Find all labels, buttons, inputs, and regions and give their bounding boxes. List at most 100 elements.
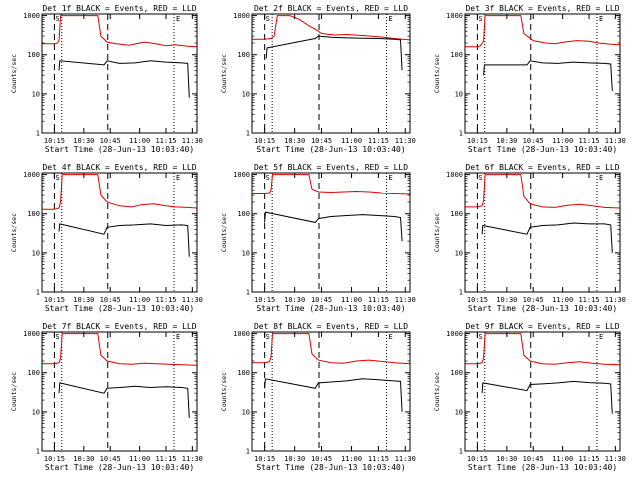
x-axis-label: Start Time (28-Jun-13 10:03:40)	[468, 463, 617, 472]
y-axis-label: Counts/sec	[220, 372, 228, 411]
series-lld	[42, 15, 197, 48]
x-tick-label: 10:15	[44, 296, 65, 304]
x-tick-label: 10:45	[311, 137, 332, 145]
start-label: S	[478, 333, 482, 341]
y-tick-label: 1000	[446, 330, 463, 338]
x-tick-label: 10:45	[523, 455, 544, 463]
x-tick-label: 11:15	[155, 455, 176, 463]
y-tick-label: 1000	[233, 12, 250, 20]
series-events	[483, 60, 613, 91]
x-tick-label: 10:45	[100, 455, 121, 463]
y-tick-label: 1	[459, 448, 463, 456]
y-axis-label: Counts/sec	[10, 213, 18, 252]
series-lld	[42, 174, 197, 210]
chart-panel-1: Det 1f BLACK = Events, RED = LLD S E 1 10 100…	[10, 4, 203, 154]
start-label: S	[55, 15, 59, 23]
x-tick-label: 10:15	[44, 137, 65, 145]
chart-panel-9: Det 9f BLACK = Events, RED = LLD S E 1 10 100…	[433, 322, 626, 472]
x-tick-label: 11:00	[129, 455, 150, 463]
x-tick-label: 11:00	[552, 296, 573, 304]
x-tick-label: 11:30	[605, 137, 626, 145]
y-tick-label: 100	[237, 369, 250, 377]
plot-frame	[464, 172, 621, 293]
x-axis-label: Start Time (28-Jun-13 10:03:40)	[45, 145, 194, 154]
start-label: S	[55, 174, 59, 182]
y-axis-label: Counts/sec	[433, 213, 441, 252]
chart-title: Det 3f BLACK = Events, RED = LLD	[465, 4, 619, 13]
y-tick-label: 100	[237, 51, 250, 59]
x-tick-label: 10:15	[254, 455, 275, 463]
end-label: E	[176, 174, 180, 182]
start-label: S	[266, 15, 270, 23]
x-tick-label: 11:30	[395, 455, 416, 463]
y-tick-label: 10	[455, 90, 463, 98]
x-tick-label: 11:15	[368, 137, 389, 145]
x-axis-label: Start Time (28-Jun-13 10:03:40)	[256, 304, 405, 313]
chart-title: Det 2f BLACK = Events, RED = LLD	[254, 4, 408, 13]
chart-title: Det 9f BLACK = Events, RED = LLD	[465, 322, 619, 331]
chart-panel-3: Det 3f BLACK = Events, RED = LLD S E 1 10 100…	[433, 4, 626, 154]
x-tick-label: 11:30	[182, 137, 203, 145]
series-lld	[252, 333, 410, 365]
x-tick-label: 11:15	[155, 296, 176, 304]
x-tick-label: 11:30	[605, 296, 626, 304]
x-tick-label: 11:15	[578, 455, 599, 463]
x-tick-label: 11:15	[578, 296, 599, 304]
y-tick-label: 1	[36, 289, 40, 297]
series-events	[481, 380, 613, 414]
y-tick-label: 10	[32, 249, 40, 257]
series-lld	[465, 15, 620, 48]
y-axis-label: Counts/sec	[433, 372, 441, 411]
x-tick-label: 11:00	[341, 296, 362, 304]
chart-panel-5: Det 5f BLACK = Events, RED = LLD S E 1 10 100…	[220, 163, 416, 313]
chart-title: Det 8f BLACK = Events, RED = LLD	[254, 322, 408, 331]
series-events	[264, 378, 403, 412]
x-tick-label: 10:15	[467, 455, 488, 463]
y-tick-label: 10	[242, 249, 250, 257]
y-tick-label: 1	[246, 448, 250, 456]
x-tick-label: 11:00	[552, 137, 573, 145]
y-tick-label: 1000	[23, 171, 40, 179]
series-events	[58, 382, 190, 418]
x-tick-label: 10:30	[496, 455, 517, 463]
chart-panel-6: Det 6f BLACK = Events, RED = LLD S E 1 10 100…	[433, 163, 626, 313]
chart-title: Det 4f BLACK = Events, RED = LLD	[42, 163, 196, 172]
x-tick-label: 10:15	[254, 296, 275, 304]
plot-frame	[41, 331, 198, 452]
end-label: E	[599, 174, 603, 182]
series-lld	[252, 174, 410, 195]
start-label: S	[478, 174, 482, 182]
y-tick-label: 10	[242, 90, 250, 98]
x-tick-label: 10:30	[284, 455, 305, 463]
series-events	[58, 60, 190, 98]
series-lld	[465, 174, 620, 209]
x-tick-label: 11:30	[605, 455, 626, 463]
series-events	[58, 223, 190, 257]
y-tick-label: 1000	[233, 330, 250, 338]
x-tick-label: 11:15	[368, 296, 389, 304]
y-axis-label: Counts/sec	[10, 54, 18, 93]
x-tick-label: 11:30	[395, 296, 416, 304]
x-tick-label: 10:45	[311, 455, 332, 463]
end-label: E	[389, 174, 393, 182]
y-tick-label: 10	[455, 249, 463, 257]
series-events	[264, 211, 403, 242]
plot-frame	[251, 331, 411, 452]
x-tick-label: 11:00	[129, 296, 150, 304]
x-tick-label: 10:15	[467, 137, 488, 145]
x-tick-label: 10:30	[284, 137, 305, 145]
x-tick-label: 11:00	[341, 137, 362, 145]
end-label: E	[599, 15, 603, 23]
end-label: E	[176, 15, 180, 23]
y-tick-label: 10	[242, 408, 250, 416]
y-tick-label: 1000	[446, 171, 463, 179]
x-tick-label: 11:30	[182, 455, 203, 463]
x-tick-label: 11:15	[578, 137, 599, 145]
y-tick-label: 1000	[23, 12, 40, 20]
y-tick-label: 100	[27, 369, 40, 377]
series-lld	[252, 15, 410, 41]
y-tick-label: 10	[32, 90, 40, 98]
plot-frame	[41, 172, 198, 293]
x-tick-label: 10:30	[73, 296, 94, 304]
x-tick-label: 10:30	[496, 137, 517, 145]
